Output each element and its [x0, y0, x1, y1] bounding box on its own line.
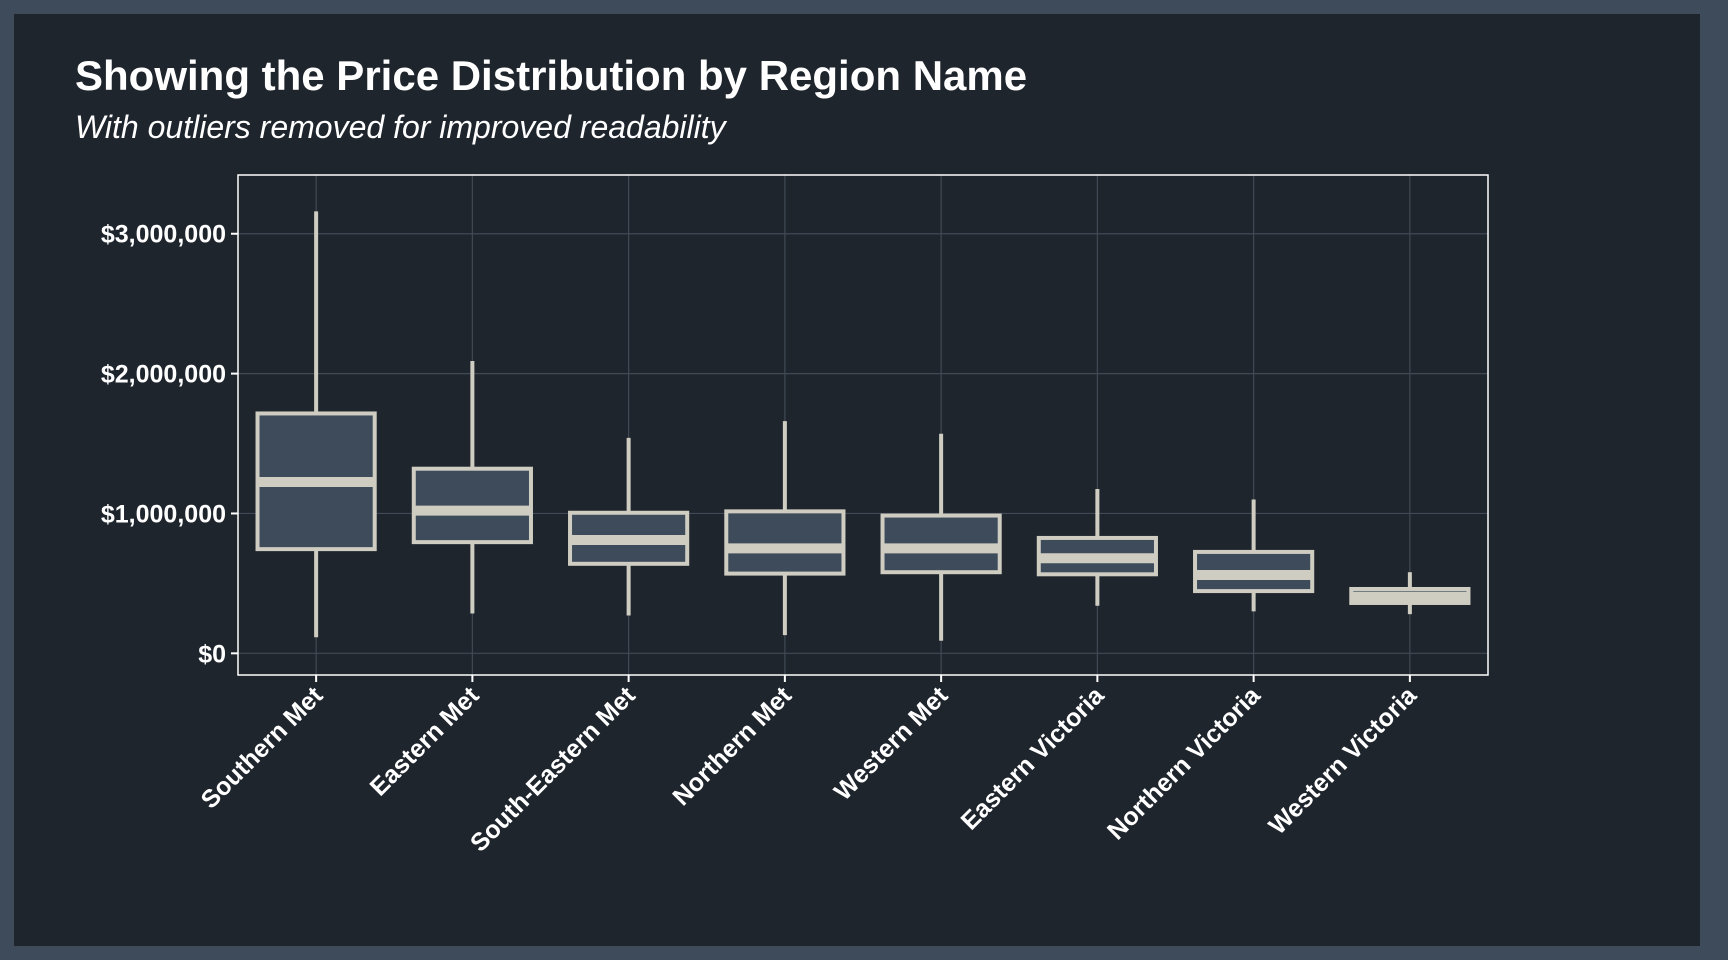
box-body	[411, 466, 533, 545]
y-tick-label: $3,000,000	[101, 221, 226, 249]
x-tick-label: Southern Met	[196, 681, 329, 814]
chart-subtitle: With outliers removed for improved reada…	[75, 109, 728, 145]
box-4	[880, 433, 1002, 641]
x-tick-label: Eastern Victoria	[956, 681, 1111, 836]
x-tick-label: South-Eastern Met	[465, 681, 641, 857]
x-tick-label: Western Victoria	[1263, 681, 1422, 840]
box-7	[1349, 572, 1471, 615]
x-tick-label: Western Met	[829, 681, 954, 806]
x-tick-label: Eastern Met	[365, 681, 485, 801]
box-5	[1036, 488, 1158, 606]
y-tick-label: $1,000,000	[101, 500, 226, 528]
panel-border	[237, 174, 1489, 676]
box-layer	[255, 211, 1471, 641]
chart-title: Showing the Price Distribution by Region…	[75, 52, 1027, 99]
chart-svg: Showing the Price Distribution by Region…	[75, 52, 1489, 857]
x-tick-label: Northern Victoria	[1102, 681, 1267, 846]
box-6	[1193, 499, 1315, 612]
grid-layer	[238, 175, 1488, 675]
box-3	[724, 421, 846, 636]
y-tick-label: $0	[198, 640, 226, 668]
y-axis: $0 $1,000,000 $2,000,000 $3,000,000	[101, 221, 238, 668]
box-2	[568, 437, 690, 616]
box-body	[724, 509, 846, 576]
box-1	[411, 361, 533, 614]
chart-frame: Showing the Price Distribution by Region…	[14, 14, 1700, 946]
box-0	[255, 211, 377, 638]
y-tick-label: $2,000,000	[101, 361, 226, 389]
x-tick-label: Northern Met	[667, 681, 797, 811]
